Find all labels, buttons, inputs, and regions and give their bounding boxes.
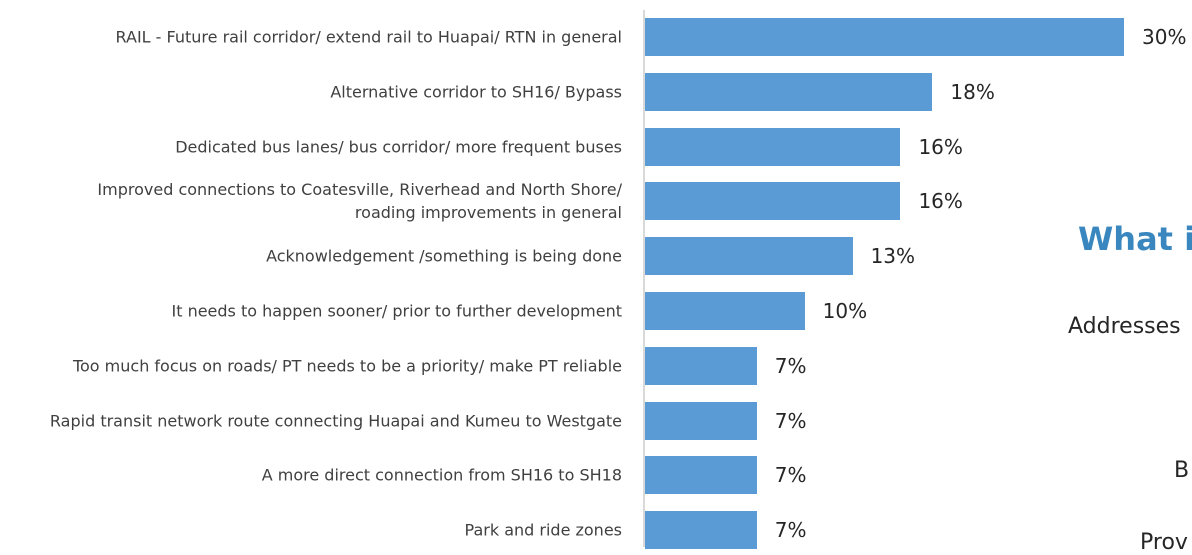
category-label: It needs to happen sooner/ prior to furt… — [171, 301, 622, 321]
value-label: 18% — [950, 79, 995, 104]
bar — [645, 127, 901, 166]
category-label: Alternative corridor to SH16/ Bypass — [330, 82, 622, 102]
value-label: 10% — [822, 299, 868, 323]
bar — [645, 346, 757, 385]
bar — [645, 511, 757, 550]
category-label: Acknowledgement /something is being done — [266, 246, 622, 266]
bar — [645, 292, 805, 330]
value-label: 7% — [774, 353, 807, 378]
value-label: 16% — [918, 189, 963, 214]
category-label: Park and ride zones — [464, 520, 622, 540]
category-label: RAIL - Future rail corridor/ extend rail… — [115, 27, 622, 47]
axis-line — [643, 10, 645, 547]
bar — [645, 182, 901, 221]
text-fragment: Prov — [1140, 530, 1188, 555]
text-fragment: Addresses — [1068, 314, 1181, 339]
bar — [645, 237, 853, 276]
text-fragment: B — [1174, 458, 1190, 483]
bar — [645, 18, 1124, 56]
value-label: 7% — [774, 518, 807, 543]
bar — [645, 401, 757, 440]
value-label: 13% — [870, 244, 916, 269]
bar — [645, 72, 933, 111]
category-label: Improved connections to Coatesville, Riv… — [97, 180, 622, 223]
heading-fragment: What i — [1078, 220, 1192, 258]
value-label: 7% — [774, 463, 807, 488]
category-label: Too much focus on roads/ PT needs to be … — [72, 356, 622, 376]
value-label: 7% — [774, 408, 807, 433]
value-label: 16% — [918, 134, 963, 159]
category-label: Dedicated bus lanes/ bus corridor/ more … — [175, 137, 622, 157]
value-label: 30% — [1142, 25, 1187, 49]
category-label: Rapid transit network route connecting H… — [49, 411, 622, 431]
category-label: A more direct connection from SH16 to SH… — [261, 465, 622, 485]
bar — [645, 456, 757, 495]
